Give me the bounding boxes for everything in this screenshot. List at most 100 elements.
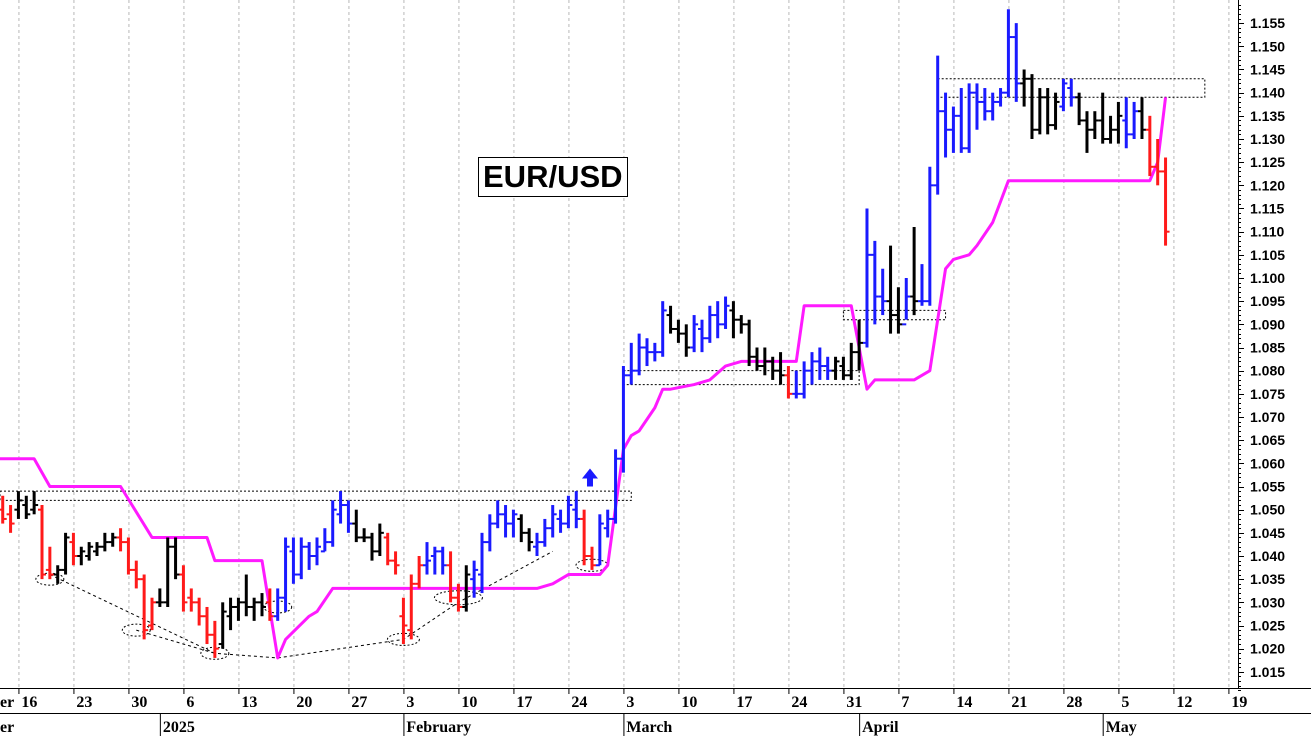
ohlc-bar — [446, 551, 455, 603]
ohlc-bar — [870, 240, 879, 325]
y-tick-label: 1.110 — [1250, 224, 1284, 240]
ohlc-bar — [1012, 23, 1021, 102]
ohlc-bar — [949, 106, 958, 153]
ohlc-bar — [108, 532, 117, 547]
y-tick-label: 1.035 — [1250, 571, 1285, 587]
ohlc-bar — [776, 352, 785, 385]
ohlc-bar — [1004, 9, 1013, 98]
ohlc-bar — [910, 227, 919, 316]
ohlc-bar — [344, 500, 353, 533]
ohlc-bar — [454, 583, 463, 612]
ohlc-bar — [760, 347, 769, 376]
x-tick-label: 14 — [956, 694, 972, 711]
ohlc-bar — [784, 366, 793, 399]
x-tick-label: 24 — [571, 694, 587, 711]
x-tick-label: 12 — [1176, 694, 1192, 711]
ohlc-bar — [831, 356, 840, 380]
ohlc-bar — [312, 537, 321, 566]
ohlc-bar — [360, 528, 369, 543]
y-tick-label: 1.155 — [1250, 15, 1285, 31]
x-tick-label: er — [0, 694, 14, 711]
ohlc-bar — [391, 551, 400, 575]
ohlc-bar — [257, 593, 266, 617]
ohlc-bar — [116, 528, 125, 552]
x-tick-label: 17 — [736, 694, 752, 711]
ohlc-bar — [100, 532, 109, 552]
x-axis-months: er 2025 February March April May — [0, 713, 1137, 736]
ohlc-bar — [407, 574, 416, 640]
month-label: March — [626, 719, 672, 736]
ohlc-bar — [1137, 97, 1146, 139]
y-tick-label: 1.015 — [1250, 664, 1285, 680]
ohlc-bar — [713, 301, 722, 339]
ohlc-bar — [650, 342, 659, 362]
ohlc-bar — [855, 319, 864, 371]
ohlc-bar — [218, 602, 227, 649]
ohlc-bar — [1027, 74, 1036, 139]
support-line-path — [0, 97, 1168, 660]
ohlc-bar — [933, 55, 942, 195]
ohlc-bar — [477, 532, 486, 594]
x-tick-label: 5 — [1121, 694, 1129, 711]
y-tick-label: 1.105 — [1250, 247, 1285, 263]
ohlc-bar — [792, 370, 801, 399]
x-tick-label: 10 — [681, 694, 697, 711]
ohlc-bar — [399, 597, 408, 645]
ohlc-bar — [470, 560, 479, 598]
y-tick-label: 1.100 — [1250, 270, 1285, 286]
ohlc-bar — [273, 588, 282, 621]
x-tick-label: 3 — [406, 694, 414, 711]
ohlc-bar — [619, 366, 628, 473]
ohlc-bar — [1106, 115, 1115, 144]
ohlc-bar — [242, 574, 251, 617]
ohlc-bar — [1035, 88, 1044, 135]
x-tick-label: 28 — [1066, 694, 1082, 711]
y-tick-label: 1.095 — [1250, 293, 1285, 309]
x-tick-label: 3 — [626, 694, 634, 711]
ohlc-bar — [627, 342, 636, 385]
ohlc-bar — [179, 565, 188, 612]
ohlc-bar — [438, 546, 447, 575]
ohlc-bar — [53, 565, 62, 584]
x-tick-label: 20 — [296, 694, 312, 711]
ohlc-bar — [1145, 115, 1154, 177]
ohlc-bar — [1020, 69, 1029, 107]
ohlc-bar — [124, 537, 133, 575]
ohlc-bar — [988, 92, 997, 121]
ohlc-bar — [352, 509, 361, 543]
ohlc-bar — [603, 509, 612, 538]
ohlc-bar — [595, 514, 604, 567]
ohlc-bar — [367, 532, 376, 561]
ohlc-bar — [415, 556, 424, 589]
ohlc-bar — [902, 278, 911, 326]
wedge-line — [136, 629, 215, 654]
ohlc-bar — [265, 588, 274, 621]
ohlc-bar — [509, 509, 518, 538]
y-tick-label: 1.150 — [1250, 38, 1285, 54]
ohlc-bar — [1161, 157, 1170, 246]
ohlc-bar — [1075, 92, 1084, 126]
ohlc-bar — [682, 324, 691, 357]
month-label: April — [862, 719, 899, 736]
ohlc-bar — [77, 546, 86, 566]
y-tick-label: 1.085 — [1250, 340, 1285, 356]
ohlc-bar — [737, 315, 746, 334]
y-tick-label: 1.050 — [1250, 502, 1285, 518]
ohlc-bar — [69, 532, 78, 566]
y-tick-label: 1.025 — [1250, 618, 1285, 634]
ohlc-bar — [375, 523, 384, 556]
y-tick-label: 1.145 — [1250, 62, 1285, 78]
ohlc-bar — [690, 315, 699, 353]
x-tick-label: 7 — [901, 694, 909, 711]
ohlc-bar — [580, 509, 589, 566]
y-tick-label: 1.055 — [1250, 479, 1285, 495]
ohlc-bar — [234, 597, 243, 621]
ohlc-bar — [210, 620, 219, 658]
x-tick-label: 19 — [1231, 694, 1247, 711]
y-tick-label: 1.135 — [1250, 108, 1285, 124]
ohlc-bar — [525, 528, 534, 552]
ohlc-bar — [721, 296, 730, 329]
y-tick-label: 1.125 — [1250, 154, 1285, 170]
ohlc-bar — [0, 495, 7, 524]
